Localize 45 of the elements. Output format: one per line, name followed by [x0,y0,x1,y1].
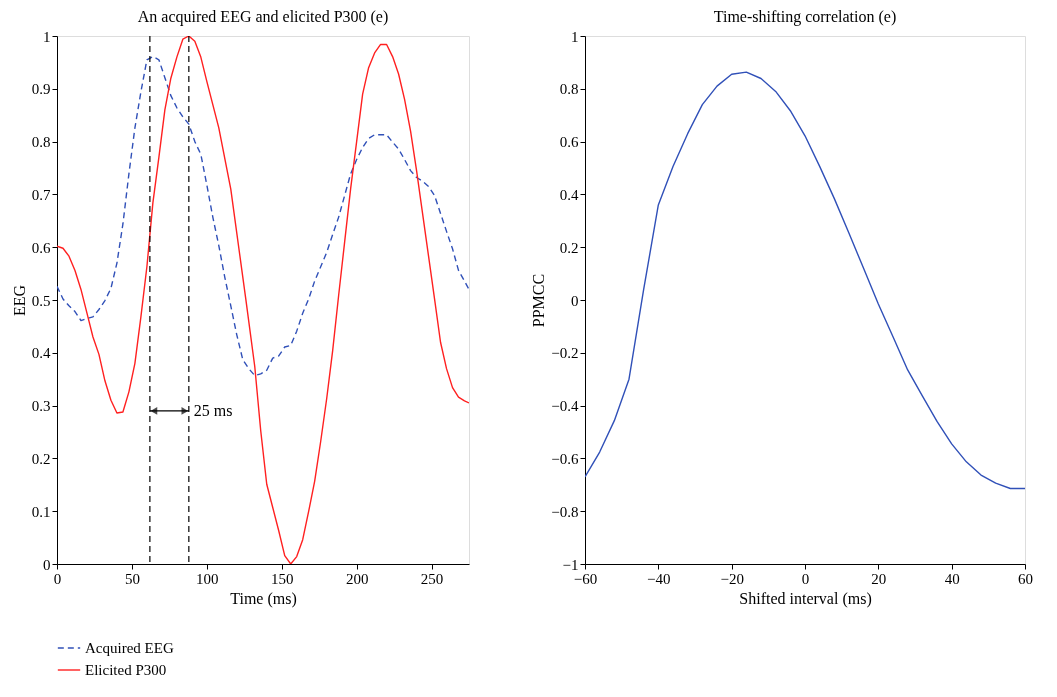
x-tick-label: 20 [871,570,887,587]
x-tick-label: 60 [1018,570,1033,587]
legend-label: Elicited P300 [85,662,167,678]
x-tick-label: 0 [801,570,810,587]
y-tick-label: −0.8 [551,503,579,520]
y-tick-label: −0.2 [551,345,579,362]
y-tick-label: 0.7 [31,186,51,203]
y-tick-label: 0.2 [31,450,51,467]
y-tick-label: 0.5 [31,292,51,309]
x-tick-label: 200 [345,570,369,587]
x-axis-title: Shifted interval (ms) [739,589,872,608]
x-tick-label: −20 [720,570,744,587]
y-tick-label: 0.6 [559,134,579,151]
y-tick-label: 1 [571,28,579,45]
chart-title: Time-shifting correlation (e) [713,8,897,26]
x-tick-label: 150 [270,570,294,587]
x-tick-label: −60 [573,570,598,587]
y-tick-label: 0.1 [31,503,51,520]
x-tick-label: 250 [420,570,444,587]
y-axis-title: PPMCC [530,273,548,328]
line-series [57,55,469,377]
y-tick-label: 0.9 [31,81,51,98]
y-axis-title: EEG [10,284,28,317]
y-tick-label: 0.8 [31,134,51,151]
y-tick-label: 0.2 [559,239,579,256]
y-tick-label: 0.8 [559,81,579,98]
y-tick-label: 0.4 [31,345,51,362]
y-tick-label: 0.6 [31,239,51,256]
x-tick-label: 40 [944,570,960,587]
y-tick-label: −0.4 [551,398,579,415]
x-tick-label: 100 [196,570,219,587]
y-tick-label: 0 [571,292,579,309]
y-tick-label: −1 [562,556,579,573]
y-tick-label: 1 [43,28,51,45]
line-series [585,71,1025,490]
y-tick-label: 0 [43,556,51,573]
x-tick-label: 50 [124,570,140,587]
annotation: 25 ms [193,401,233,419]
y-tick-label: −0.6 [551,450,579,467]
y-tick-label: 0.3 [31,398,51,415]
x-tick-label: −40 [647,570,671,587]
x-axis-title: Time (ms) [230,589,297,608]
legend-label: Acquired EEG [85,640,174,656]
chart-title: An acquired EEG and elicited P300 (e) [137,8,389,26]
y-tick-label: 0.4 [559,186,579,203]
